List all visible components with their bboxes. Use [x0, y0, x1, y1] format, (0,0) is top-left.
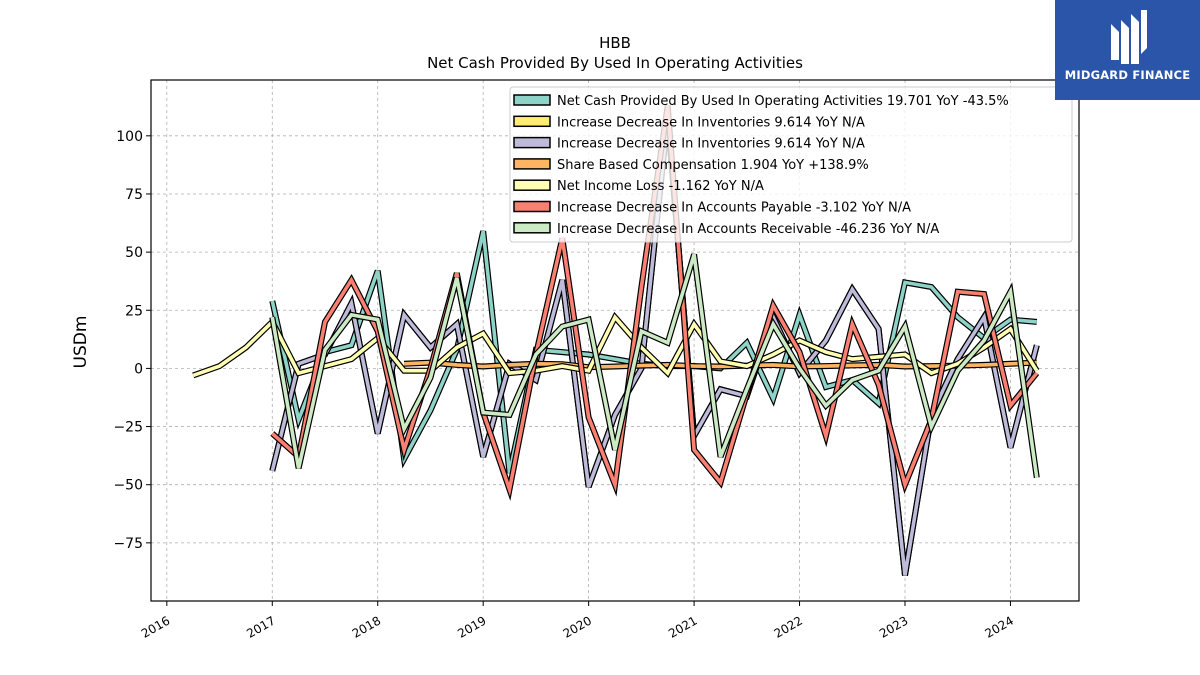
x-tick-label: 2021 — [666, 613, 699, 640]
logo-mark-icon — [1111, 10, 1147, 64]
y-tick-label: −75 — [113, 536, 143, 552]
legend-swatch — [513, 158, 551, 170]
series-line — [270, 253, 1039, 478]
plot-frame — [150, 79, 1080, 602]
y-tick-label: 100 — [116, 129, 143, 145]
brand-name: MIDGARD FINANCE — [1064, 68, 1191, 82]
series-line — [404, 360, 1037, 370]
x-tick-label: 2017 — [244, 613, 277, 640]
legend-swatch — [513, 222, 551, 234]
series-line — [192, 313, 1039, 378]
series-3 — [269, 116, 1040, 576]
x-tick-label: 2018 — [350, 613, 383, 640]
x-tick-label: 2019 — [455, 613, 488, 640]
y-tick-label: 75 — [125, 187, 143, 203]
legend-swatch — [513, 94, 551, 106]
x-tick-label: 2024 — [983, 613, 1016, 640]
x-tick-label: 2023 — [877, 613, 910, 640]
x-axis: 2016 2017 2018 2019 2020 2021 2022 2023 2024 — [139, 601, 1016, 641]
series-5 — [192, 311, 1040, 379]
legend-swatch — [513, 115, 551, 128]
y-tick-label: −25 — [113, 420, 143, 436]
legend-label: Net Cash Provided By Used In Operating A… — [557, 94, 1009, 109]
series-4 — [403, 359, 1037, 371]
x-tick-label: 2016 — [139, 613, 172, 640]
y-tick-label: −50 — [113, 478, 143, 494]
legend-box — [509, 86, 1073, 243]
legend-label: Share Based Compensation 1.904 YoY +138.… — [557, 158, 869, 173]
legend-label: Increase Decrease In Inventories 9.614 Y… — [557, 137, 865, 152]
legend-swatch — [513, 179, 551, 191]
series-line — [270, 117, 1039, 576]
legend-label: Increase Decrease In Accounts Payable -3… — [557, 201, 911, 216]
x-tick-label: 2022 — [772, 613, 805, 640]
chart-subtitle: Net Cash Provided By Used In Operating A… — [427, 54, 803, 72]
chart-title: HBB — [599, 34, 631, 52]
legend-label: Increase Decrease In Accounts Receivable… — [557, 222, 939, 237]
y-tick-label: 25 — [125, 303, 143, 319]
legend-swatch — [513, 136, 551, 149]
legend: Net Cash Provided By Used In Operating A… — [509, 86, 1073, 243]
y-axis: −75 −50 −25 0 25 50 75 100 — [113, 129, 151, 552]
y-tick-label: 0 — [134, 361, 143, 377]
legend-swatch — [513, 200, 551, 213]
x-tick-label: 2020 — [561, 613, 594, 640]
series-7 — [269, 253, 1040, 479]
y-tick-label: 50 — [125, 245, 143, 261]
brand-logo: MIDGARD FINANCE — [1055, 0, 1200, 100]
series-layer — [192, 105, 1040, 576]
y-axis-label: USDm — [71, 316, 91, 369]
legend-label: Net Income Loss -1.162 YoY N/A — [557, 179, 764, 194]
legend-label: Increase Decrease In Inventories 9.614 Y… — [557, 115, 865, 130]
